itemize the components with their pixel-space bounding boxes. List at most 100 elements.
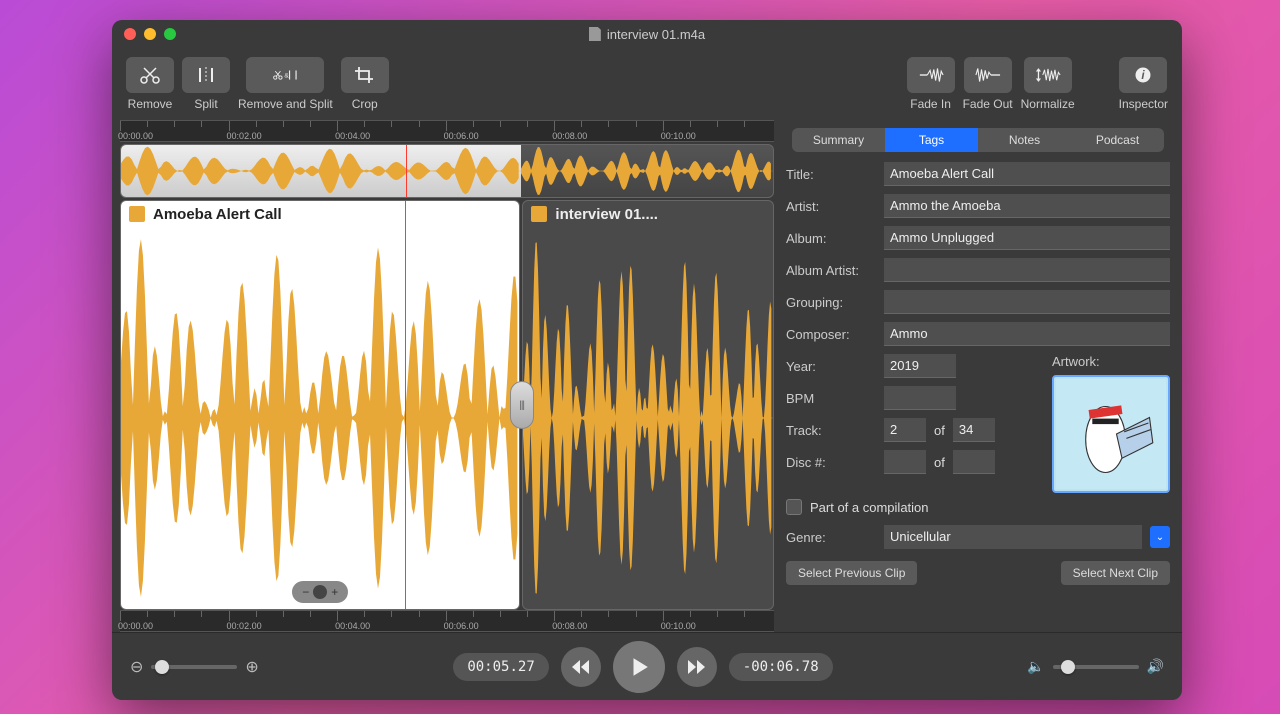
app-window: interview 01.m4a Remove Split & Remove and …	[112, 20, 1182, 700]
fade-in-button-label: Fade In	[910, 97, 951, 111]
tab-notes[interactable]: Notes	[978, 128, 1071, 152]
overview-waveform[interactable]	[120, 144, 774, 198]
play-button[interactable]	[613, 641, 665, 693]
disc-field[interactable]	[884, 450, 926, 474]
remove-button[interactable]: Remove	[126, 57, 174, 111]
volume-slider[interactable]	[1053, 665, 1139, 669]
remove-split-button[interactable]: & Remove and Split	[238, 57, 333, 111]
editor-pane: 00:00.0000:02.0000:04.0000:06.0000:08.00…	[112, 120, 782, 632]
audio-file-icon	[531, 206, 547, 222]
normalize-button-label: Normalize	[1021, 97, 1075, 111]
disc-total-field[interactable]	[953, 450, 995, 474]
track-total-field[interactable]	[953, 418, 995, 442]
waveform[interactable]	[523, 227, 773, 609]
titlebar: interview 01.m4a	[112, 20, 1182, 48]
select-prev-clip-button[interactable]: Select Previous Clip	[786, 561, 917, 585]
waveform[interactable]	[121, 227, 519, 609]
genre-label: Genre:	[786, 530, 876, 545]
normalize-button[interactable]: Normalize	[1021, 57, 1075, 111]
inspector-tabs: SummaryTagsNotesPodcast	[792, 128, 1164, 152]
crop-icon	[341, 57, 389, 93]
album-artist-field[interactable]	[884, 258, 1170, 282]
split-button-label: Split	[194, 97, 217, 111]
disc-label: Disc #:	[786, 455, 876, 470]
track-of-label: of	[934, 423, 945, 438]
overview-clip-0[interactable]	[121, 145, 521, 197]
current-time: 00:05.27	[453, 653, 548, 681]
rewind-button[interactable]	[561, 647, 601, 687]
clip-title: interview 01....	[555, 206, 658, 223]
ruler-bottom[interactable]: 00:00.0000:02.0000:04.0000:06.0000:08.00…	[120, 610, 774, 632]
tab-tags[interactable]: Tags	[885, 128, 978, 152]
genre-dropdown-arrow[interactable]: ⌄	[1150, 526, 1170, 548]
clip-title: Amoeba Alert Call	[153, 206, 282, 223]
compilation-checkbox[interactable]	[786, 499, 802, 515]
fade-in-button[interactable]: Fade In	[907, 57, 955, 111]
scissors-icon	[126, 57, 174, 93]
grouping-field[interactable]	[884, 290, 1170, 314]
year-label: Year:	[786, 359, 876, 374]
overview-clip-1[interactable]	[521, 145, 773, 197]
composer-field[interactable]	[884, 322, 1170, 346]
normalize-icon	[1024, 57, 1072, 93]
title-label: Title:	[786, 167, 876, 182]
remove-split-button-label: Remove and Split	[238, 97, 333, 111]
track-field[interactable]	[884, 418, 926, 442]
split-icon	[182, 57, 230, 93]
genre-select[interactable]: Unicellular	[884, 525, 1142, 549]
clip-area: Amoeba Alert Call −+ interview 01....	[120, 200, 774, 610]
genre-value: Unicellular	[890, 529, 951, 544]
info-icon: i	[1119, 57, 1167, 93]
composer-label: Composer:	[786, 327, 876, 342]
artwork-image	[1056, 379, 1166, 489]
forward-button[interactable]	[677, 647, 717, 687]
split-button[interactable]: Split	[182, 57, 230, 111]
compilation-label: Part of a compilation	[810, 500, 929, 515]
year-field[interactable]	[884, 354, 956, 378]
tab-summary[interactable]: Summary	[792, 128, 885, 152]
bpm-label: BPM	[786, 391, 876, 406]
crop-button-label: Crop	[352, 97, 378, 111]
zoom-in-icon[interactable]: ⊕	[245, 657, 258, 677]
compilation-row: Part of a compilation	[786, 499, 1170, 515]
inspector-panel: SummaryTagsNotesPodcast Title: Artist: A…	[782, 120, 1182, 632]
album-artist-label: Album Artist:	[786, 263, 876, 278]
clip-1[interactable]: interview 01....	[522, 200, 774, 610]
zoom-out-icon[interactable]: ⊖	[130, 657, 143, 677]
clip-0[interactable]: Amoeba Alert Call −+	[120, 200, 520, 610]
fade-out-button[interactable]: Fade Out	[963, 57, 1013, 111]
artwork-well[interactable]	[1052, 375, 1170, 493]
svg-text:&: &	[285, 73, 290, 80]
volume-low-icon: 🔈	[1027, 658, 1044, 675]
track-label: Track:	[786, 423, 876, 438]
disc-of-label: of	[934, 455, 945, 470]
ruler-top[interactable]: 00:00.0000:02.0000:04.0000:06.0000:08.00…	[120, 120, 774, 142]
zoom-slider[interactable]	[151, 665, 237, 669]
fadeout-icon	[964, 57, 1012, 93]
toolbar: Remove Split & Remove and Split Crop Fade In…	[112, 48, 1182, 120]
document-icon	[589, 27, 601, 41]
volume-high-icon: 🔊	[1147, 658, 1164, 675]
clip-split-handle[interactable]	[510, 381, 534, 429]
select-next-clip-button[interactable]: Select Next Clip	[1061, 561, 1170, 585]
window-title-text: interview 01.m4a	[607, 27, 705, 42]
artist-label: Artist:	[786, 199, 876, 214]
album-label: Album:	[786, 231, 876, 246]
grouping-label: Grouping:	[786, 295, 876, 310]
clip-header: Amoeba Alert Call	[121, 201, 519, 227]
tab-podcast[interactable]: Podcast	[1071, 128, 1164, 152]
volume-control: 🔈 🔊	[1027, 658, 1164, 675]
clip-zoom-control[interactable]: −+	[292, 581, 348, 603]
title-field[interactable]	[884, 162, 1170, 186]
playhead[interactable]	[405, 201, 406, 609]
crop-button[interactable]: Crop	[341, 57, 389, 111]
inspector-label: Inspector	[1119, 97, 1168, 111]
remaining-time: -00:06.78	[729, 653, 833, 681]
artist-field[interactable]	[884, 194, 1170, 218]
bpm-field[interactable]	[884, 386, 956, 410]
album-field[interactable]	[884, 226, 1170, 250]
window-title: interview 01.m4a	[112, 27, 1182, 42]
artwork-label: Artwork:	[1052, 354, 1170, 369]
fade-out-button-label: Fade Out	[963, 97, 1013, 111]
inspector-button[interactable]: i Inspector	[1119, 57, 1168, 111]
